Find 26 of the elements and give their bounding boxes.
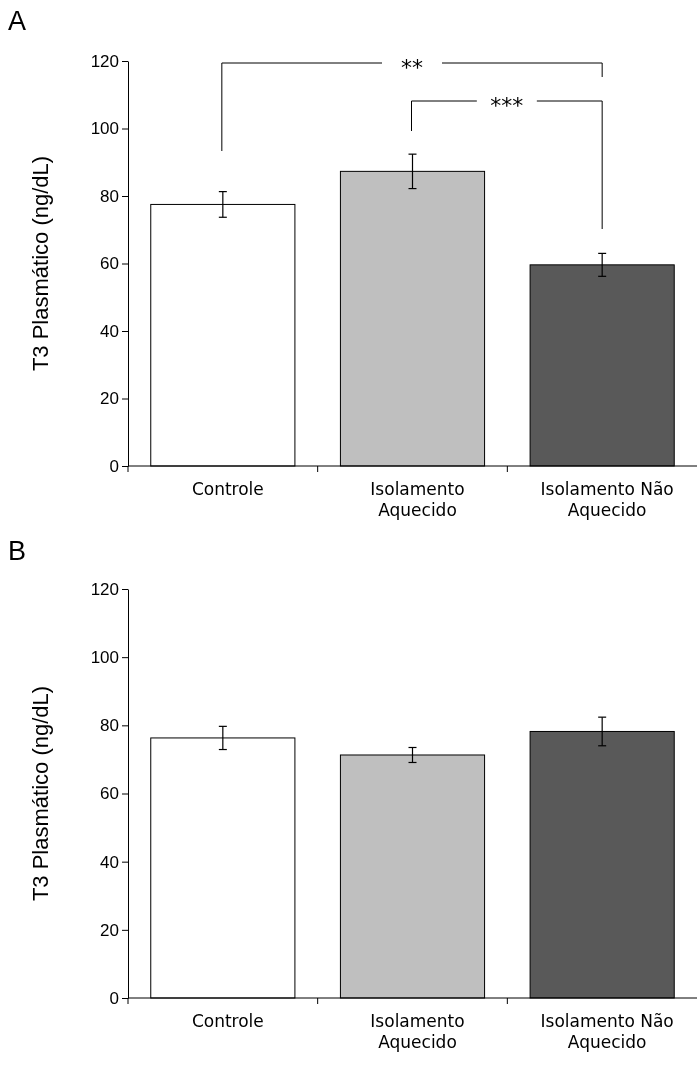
chart-title: A — [8, 6, 27, 36]
y-axis-title: T3 Plasmático (ng/dL) — [28, 155, 53, 372]
y-tick-label: 60 — [100, 254, 119, 274]
y-axis-title: T3 Plasmático (ng/dL) — [28, 685, 53, 902]
y-tick-label: 40 — [100, 852, 119, 872]
y-tick-label: 100 — [90, 119, 119, 139]
y-tick-label: 80 — [100, 186, 119, 206]
y-tick-label: 20 — [100, 920, 119, 940]
chart-title: B — [8, 536, 27, 566]
x-tick-label: Isolamento Não Aquecido — [540, 479, 674, 521]
x-tick-label: Isolamento Aquecido — [370, 479, 465, 521]
y-tick-label: 120 — [90, 579, 119, 599]
y-tick-label: 120 — [90, 51, 119, 71]
annotation: *** — [490, 93, 524, 118]
x-tick-label: Isolamento Não Aquecido — [540, 1011, 674, 1053]
y-tick-label: 0 — [109, 456, 119, 476]
y-tick-label: 20 — [100, 389, 119, 409]
y-tick-label: 40 — [100, 321, 119, 341]
annotation: ** — [401, 55, 423, 80]
x-tick-label: Controle — [191, 479, 264, 500]
y-tick-label: 0 — [109, 988, 119, 1008]
y-tick-label: 80 — [100, 716, 119, 736]
y-tick-label: 100 — [90, 648, 119, 668]
y-tick-label: 60 — [100, 784, 119, 804]
x-tick-label: Isolamento Aquecido — [370, 1011, 465, 1053]
x-tick-label: Controle — [191, 1011, 264, 1032]
